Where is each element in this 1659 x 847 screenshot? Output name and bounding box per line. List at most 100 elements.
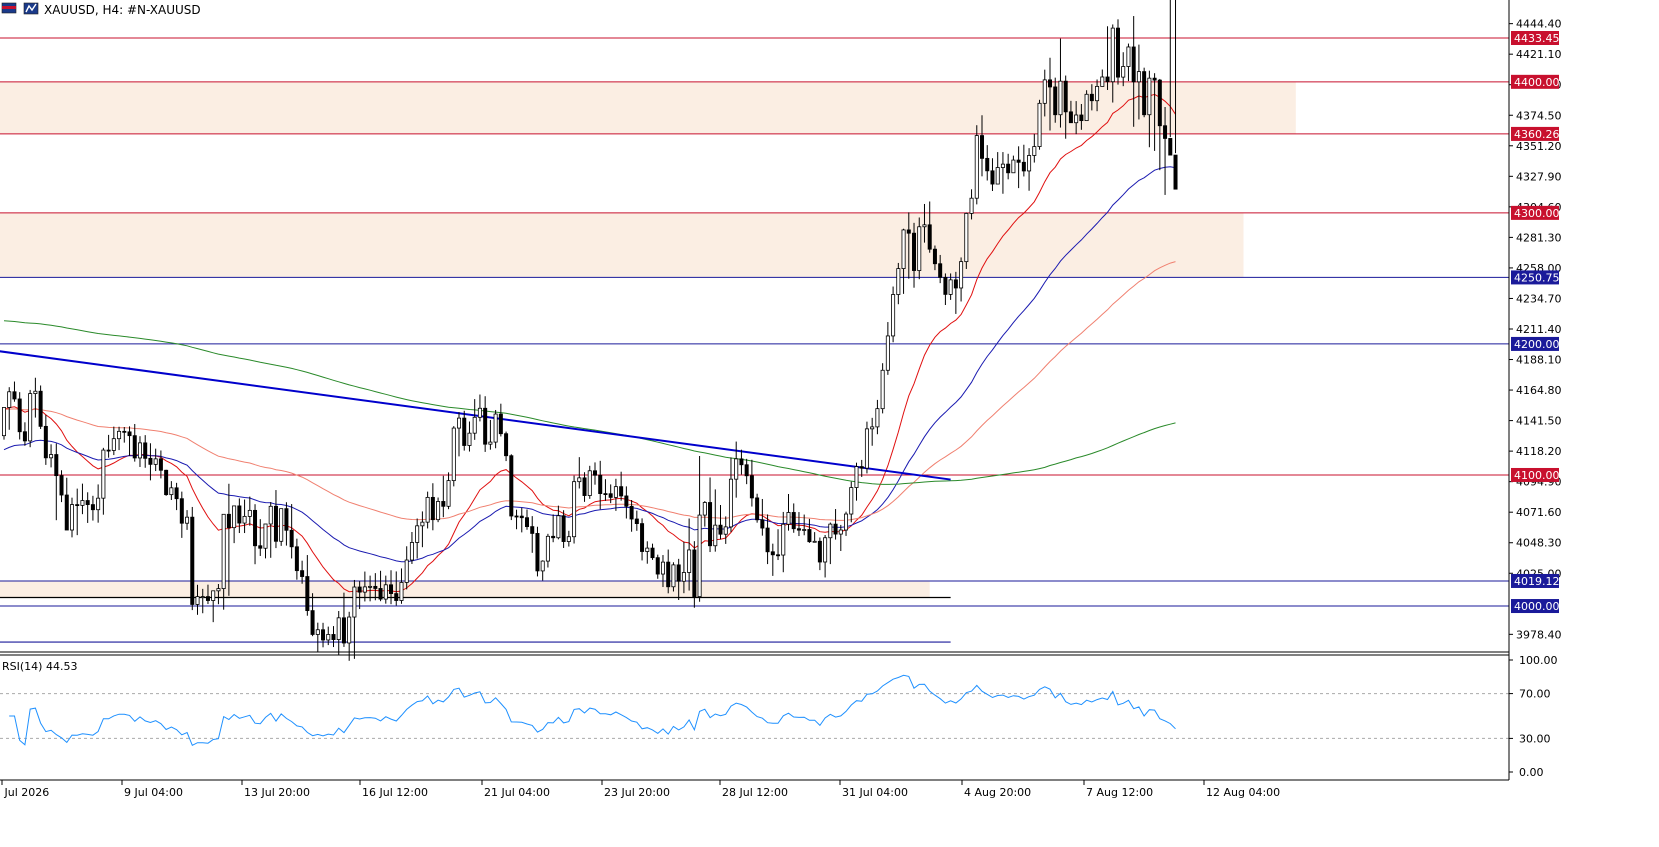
candle[interactable] [718, 504, 723, 540]
candle[interactable] [1100, 69, 1105, 87]
candle[interactable] [504, 431, 509, 462]
candle[interactable] [1163, 106, 1168, 195]
candle[interactable] [1063, 75, 1068, 139]
candle[interactable] [477, 394, 482, 422]
candle[interactable] [352, 579, 357, 659]
candle[interactable] [451, 426, 456, 487]
candle[interactable] [666, 549, 671, 594]
candle[interactable] [1048, 57, 1053, 131]
candle[interactable] [917, 217, 922, 280]
candle[interactable] [629, 500, 634, 532]
candle[interactable] [253, 504, 258, 565]
candle[interactable] [190, 506, 195, 611]
candle[interactable] [300, 560, 305, 584]
candle[interactable] [242, 499, 247, 534]
candle[interactable] [791, 503, 796, 533]
candle[interactable] [289, 504, 294, 559]
candle[interactable] [535, 526, 540, 577]
candle[interactable] [326, 626, 331, 646]
candle[interactable] [613, 478, 618, 511]
candle[interactable] [446, 472, 451, 510]
candle[interactable] [268, 502, 273, 558]
candle[interactable] [195, 584, 200, 615]
candle[interactable] [561, 510, 566, 548]
candle[interactable] [404, 546, 409, 590]
candle[interactable] [1006, 153, 1011, 180]
candle[interactable] [854, 462, 859, 501]
trendline[interactable] [0, 350, 951, 481]
candle[interactable] [948, 273, 953, 300]
candle[interactable] [378, 570, 383, 602]
candle[interactable] [980, 115, 985, 177]
candle[interactable] [545, 533, 550, 568]
candle[interactable] [603, 479, 608, 501]
candle[interactable] [749, 459, 754, 507]
candle[interactable] [592, 462, 597, 485]
candle[interactable] [1105, 26, 1110, 90]
candle[interactable] [1042, 69, 1047, 117]
candle[interactable] [974, 125, 979, 205]
candle[interactable] [467, 421, 472, 452]
candle[interactable] [336, 611, 341, 655]
candle[interactable] [823, 535, 828, 578]
candle[interactable] [237, 498, 242, 534]
candle[interactable] [430, 483, 435, 531]
candle[interactable] [781, 511, 786, 573]
candle[interactable] [420, 511, 425, 548]
candle[interactable] [859, 459, 864, 477]
candle[interactable] [1110, 24, 1115, 103]
candle[interactable] [205, 584, 210, 605]
candle[interactable] [812, 532, 817, 543]
candle[interactable] [226, 483, 231, 596]
candle[interactable] [660, 555, 665, 588]
candle[interactable] [425, 491, 430, 529]
candle[interactable] [169, 481, 174, 501]
candle[interactable] [216, 584, 221, 605]
candle[interactable] [462, 410, 467, 451]
candle[interactable] [912, 222, 917, 288]
candle[interactable] [634, 510, 639, 531]
candle[interactable] [137, 436, 142, 467]
candle[interactable] [922, 203, 927, 243]
candle[interactable] [519, 507, 524, 533]
candle[interactable] [927, 201, 932, 253]
candle[interactable] [551, 514, 556, 543]
candle[interactable] [1095, 79, 1100, 112]
candle[interactable] [1121, 52, 1126, 87]
candle[interactable] [200, 588, 205, 614]
candle[interactable] [985, 145, 990, 181]
candle[interactable] [310, 593, 315, 637]
candle[interactable] [211, 590, 216, 623]
candle[interactable] [1173, 0, 1178, 190]
candle[interactable] [232, 505, 237, 544]
candle[interactable] [12, 381, 17, 402]
candle[interactable] [1053, 77, 1058, 123]
candle[interactable] [143, 435, 148, 468]
candle[interactable] [770, 543, 775, 576]
candle[interactable] [838, 524, 843, 551]
candle[interactable] [263, 523, 268, 559]
candle[interactable] [807, 518, 812, 543]
candle[interactable] [786, 493, 791, 531]
candle[interactable] [901, 228, 906, 294]
candle[interactable] [1032, 133, 1037, 163]
candle[interactable] [697, 455, 702, 602]
candle[interactable] [28, 389, 33, 448]
candle[interactable] [619, 471, 624, 501]
candle[interactable] [321, 622, 326, 648]
candle[interactable] [885, 322, 890, 375]
candle[interactable] [273, 490, 278, 549]
candle[interactable] [734, 441, 739, 498]
candle[interactable] [69, 497, 74, 538]
candle[interactable] [174, 482, 179, 511]
candle[interactable] [158, 450, 163, 479]
candle[interactable] [54, 443, 59, 521]
candle[interactable] [33, 377, 38, 418]
candle[interactable] [106, 434, 111, 458]
candle[interactable] [1136, 44, 1141, 120]
candle[interactable] [1037, 99, 1042, 150]
candle[interactable] [22, 422, 27, 446]
candle[interactable] [708, 477, 713, 553]
candle[interactable] [111, 426, 116, 456]
candle[interactable] [2, 407, 7, 440]
